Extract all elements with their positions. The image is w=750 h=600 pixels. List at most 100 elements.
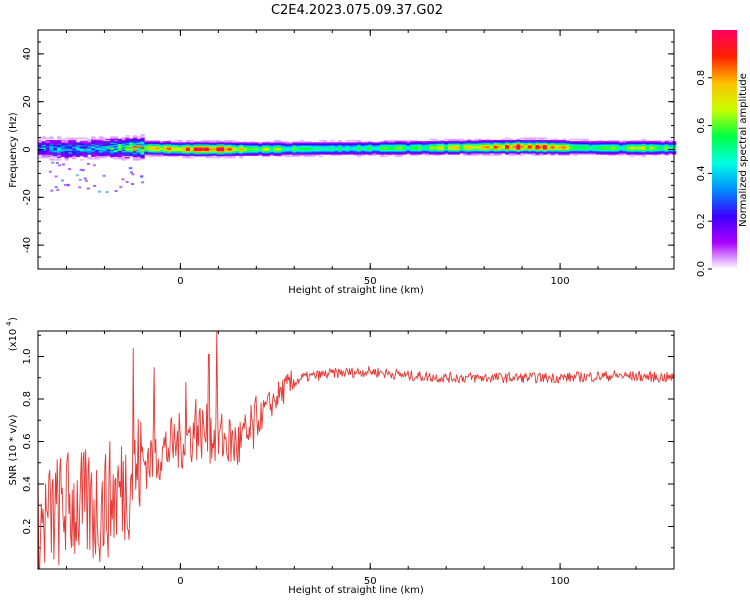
heatmap-cell xyxy=(258,144,263,147)
heatmap-cell xyxy=(159,147,164,149)
heatmap-cell xyxy=(281,143,286,146)
heatmap-cell xyxy=(535,149,540,152)
heatmap-cell xyxy=(489,142,495,144)
heatmap-cell xyxy=(337,148,343,150)
heatmap-cell xyxy=(375,144,381,147)
heatmap-cell xyxy=(129,139,134,142)
heatmap-cell xyxy=(527,144,533,147)
heatmap-cell xyxy=(501,148,506,150)
heatmap-cell xyxy=(273,154,278,156)
heatmap-cell xyxy=(208,148,214,150)
heatmap-cell xyxy=(239,150,244,153)
heatmap-cell xyxy=(580,150,586,153)
heatmap-cell xyxy=(611,141,616,143)
heatmap-cell xyxy=(38,141,43,143)
heatmap-cell xyxy=(429,144,434,147)
heatmap-cell xyxy=(144,153,149,155)
heatmap-cell xyxy=(186,139,191,142)
heatmap-cell xyxy=(197,148,202,150)
heatmap-cell xyxy=(45,142,50,144)
heatmap-cell xyxy=(425,151,430,154)
heatmap-cell xyxy=(205,155,210,158)
heatmap-cell xyxy=(330,144,335,147)
heatmap-cell xyxy=(265,154,271,156)
heatmap-cell xyxy=(596,153,601,155)
heatmap-cell xyxy=(558,147,563,149)
heatmap-cell xyxy=(246,151,252,154)
heatmap-cell xyxy=(326,148,331,150)
heatmap-cell xyxy=(64,148,69,150)
heatmap-cell xyxy=(413,145,419,148)
heatmap-cell xyxy=(125,147,130,149)
heatmap-cell xyxy=(436,141,441,143)
heatmap-cell xyxy=(273,142,278,144)
heatmap-cell xyxy=(501,142,506,144)
heatmap-cell xyxy=(53,139,58,142)
heatmap-cell xyxy=(592,149,597,152)
heatmap-cell xyxy=(569,149,574,152)
heatmap-cell xyxy=(45,139,50,142)
heatmap-cell xyxy=(402,149,407,152)
heatmap-cell xyxy=(516,139,521,142)
heatmap-cell xyxy=(349,139,354,142)
heatmap-cell xyxy=(322,145,327,148)
heatmap-cell xyxy=(216,155,221,158)
heatmap-cell xyxy=(227,141,233,143)
heatmap-cell xyxy=(315,150,320,153)
heatmap-cell xyxy=(637,148,643,150)
heatmap-cell xyxy=(489,145,495,148)
heatmap-cell xyxy=(91,143,96,146)
heatmap-cell xyxy=(167,149,172,152)
heatmap-cell xyxy=(292,142,297,144)
heatmap-cell xyxy=(49,157,54,160)
heatmap-cell xyxy=(345,142,350,144)
heatmap-cell xyxy=(299,147,305,149)
heatmap-cell xyxy=(262,147,267,149)
heatmap-cell xyxy=(106,148,111,150)
heatmap-cell xyxy=(656,139,662,142)
heatmap-cell xyxy=(322,139,327,142)
heatmap-cell xyxy=(132,145,138,148)
heatmap-cell xyxy=(508,151,514,154)
heatmap-cell xyxy=(486,151,491,154)
heatmap-cell xyxy=(205,144,210,147)
heatmap-cell xyxy=(432,144,438,147)
heatmap-cell xyxy=(186,144,191,147)
heatmap-cell xyxy=(49,136,54,138)
heatmap-cell xyxy=(129,142,134,144)
heatmap-cell xyxy=(79,137,84,140)
heatmap-cell xyxy=(391,139,396,142)
heatmap-cell xyxy=(527,151,533,154)
heatmap-cell xyxy=(102,145,107,148)
heatmap-cell xyxy=(364,144,369,147)
heatmap-cell xyxy=(592,148,597,150)
heatmap-cell xyxy=(98,155,103,158)
heatmap-cell xyxy=(451,145,457,148)
heatmap-cell xyxy=(125,156,130,159)
heatmap-cell xyxy=(250,151,255,154)
heatmap-cell xyxy=(106,150,111,153)
heatmap-cell xyxy=(45,149,50,152)
heatmap-cell xyxy=(144,151,149,154)
heatmap-cell xyxy=(75,147,81,149)
heatmap-cell xyxy=(239,149,244,152)
heatmap-cell xyxy=(451,143,457,146)
heatmap-cell xyxy=(121,157,126,160)
heatmap-cell xyxy=(337,151,343,154)
heatmap-cell xyxy=(258,142,263,144)
heatmap-cell xyxy=(105,191,109,194)
heatmap-cell xyxy=(106,143,111,146)
heatmap-cell xyxy=(334,153,339,155)
heatmap-cell xyxy=(91,150,96,153)
heatmap-cell xyxy=(129,151,134,154)
heatmap-cell xyxy=(444,143,449,146)
heatmap-cell xyxy=(167,148,172,150)
heatmap-cell xyxy=(383,149,388,152)
heatmap-cell xyxy=(520,139,525,142)
heatmap-cell xyxy=(394,155,400,158)
heatmap-cell xyxy=(569,142,574,144)
heatmap-cell xyxy=(136,138,141,141)
colorbar-tick-label: 0.4 xyxy=(696,165,707,181)
heatmap-cell xyxy=(140,156,145,159)
